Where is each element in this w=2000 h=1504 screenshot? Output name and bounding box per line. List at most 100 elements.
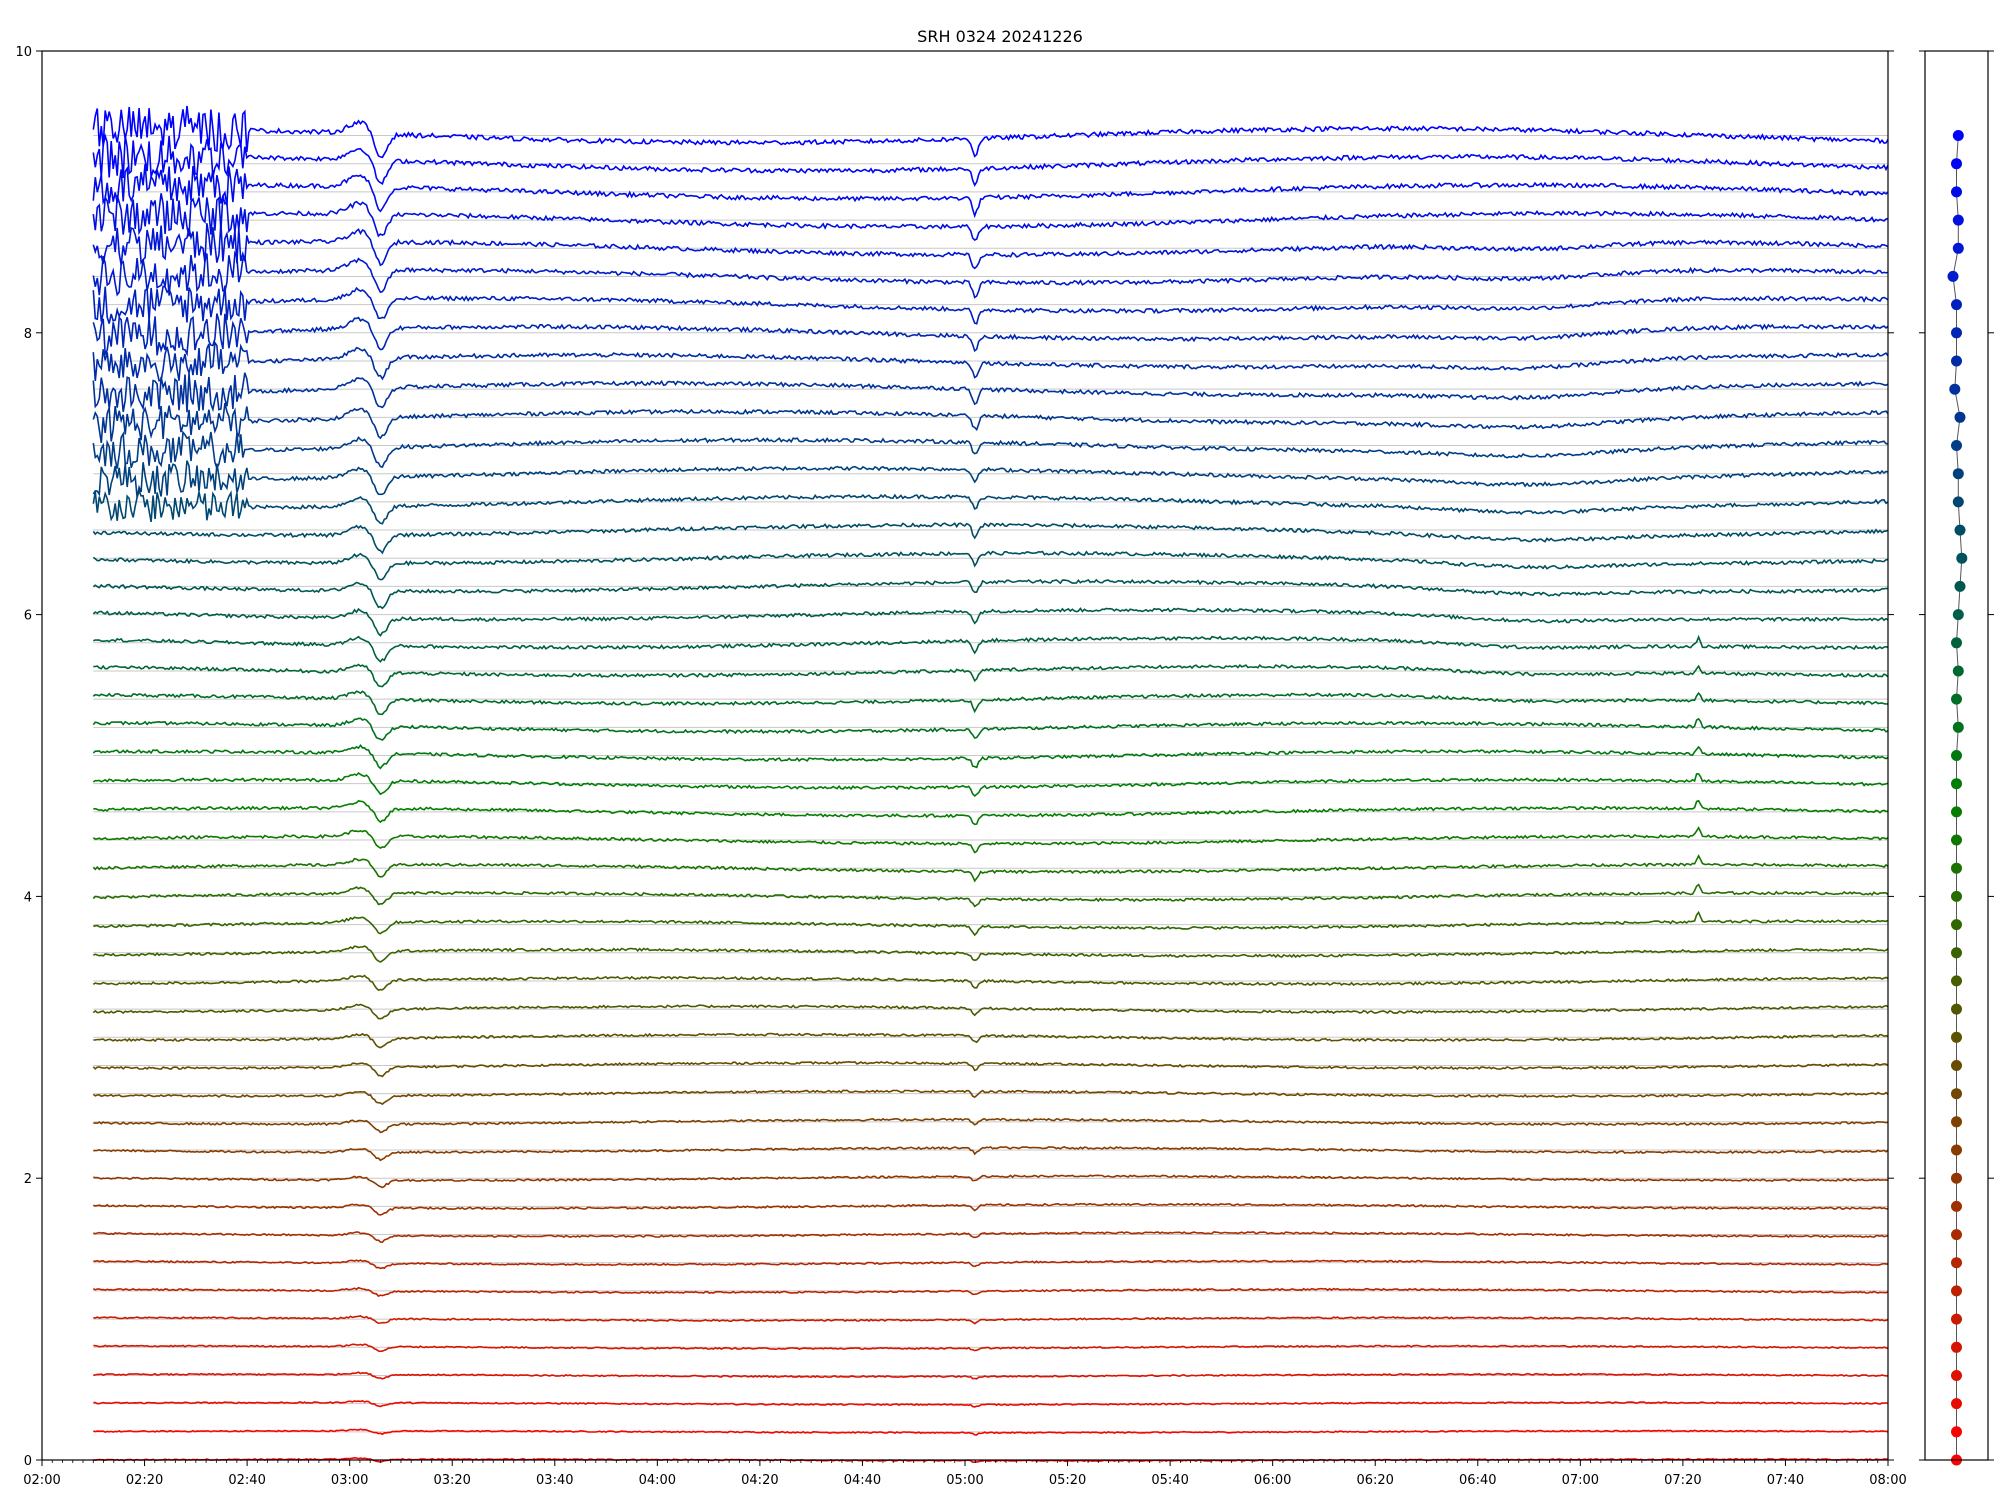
side-point <box>1951 806 1962 818</box>
side-point <box>1951 1060 1962 1071</box>
series-line <box>93 1371 1889 1380</box>
y-tick-label: 4 <box>24 890 32 905</box>
series-line <box>92 372 1889 413</box>
series-line <box>93 634 1889 663</box>
y-axis-ticks: 0 2 4 6 8 10 <box>15 45 42 1469</box>
side-point <box>1951 1285 1962 1297</box>
side-point <box>1954 524 1966 536</box>
y-tick-label: 6 <box>24 609 32 624</box>
side-point <box>1951 440 1962 451</box>
x-tick-label: 02:20 <box>126 1473 163 1488</box>
series-line <box>92 313 1889 357</box>
side-point <box>1949 383 1961 395</box>
x-tick-label: 05:00 <box>946 1473 983 1488</box>
series-traces <box>92 105 1889 1463</box>
side-point <box>1951 637 1962 649</box>
side-point <box>1951 778 1962 790</box>
side-point <box>1951 1257 1962 1269</box>
x-tick-label: 03:40 <box>536 1473 573 1488</box>
x-tick-label: 04:00 <box>639 1473 676 1488</box>
side-point <box>1951 975 1962 987</box>
series-line <box>92 250 1889 299</box>
series-line <box>92 340 1889 382</box>
y-tick-label: 0 <box>24 1454 32 1469</box>
side-point <box>1951 1229 1962 1241</box>
side-point <box>1951 834 1962 846</box>
series-line <box>92 771 1889 797</box>
series-line <box>92 1286 1889 1298</box>
x-tick-label: 06:20 <box>1356 1473 1393 1488</box>
series-line <box>93 799 1889 826</box>
side-point <box>1952 130 1964 141</box>
side-point <box>1952 468 1964 480</box>
series-line <box>92 522 1889 555</box>
side-panel-frame <box>1924 50 1989 1461</box>
series-line <box>93 1399 1888 1408</box>
y-tick-label: 8 <box>24 327 32 342</box>
series-line <box>93 1174 1889 1189</box>
series-line <box>92 285 1889 325</box>
side-point <box>1952 242 1964 254</box>
series-line <box>93 1145 1889 1162</box>
series-line <box>92 743 1889 770</box>
x-tick-label: 03:20 <box>433 1473 470 1488</box>
side-point <box>1951 327 1962 339</box>
series-line <box>92 193 1889 241</box>
side-point <box>1952 665 1964 677</box>
series-line <box>92 883 1889 908</box>
series-line <box>92 854 1889 883</box>
side-point <box>1951 1003 1962 1015</box>
side-point <box>1951 1172 1962 1184</box>
series-line <box>92 1060 1889 1078</box>
x-tick-label: 02:40 <box>228 1473 265 1488</box>
side-point <box>1951 158 1962 170</box>
series-line <box>92 488 1889 525</box>
series-line <box>93 1032 1889 1049</box>
x-tick-label: 07:00 <box>1562 1473 1599 1488</box>
series-line <box>92 945 1889 963</box>
series-line <box>93 1428 1889 1436</box>
series-line <box>93 663 1889 688</box>
x-tick-label: 02:00 <box>23 1473 60 1488</box>
side-point <box>1951 1088 1962 1100</box>
side-point <box>1951 750 1962 761</box>
x-tick-label: 07:40 <box>1767 1473 1804 1488</box>
y-tick-label: 2 <box>24 1172 32 1187</box>
side-point <box>1951 186 1962 198</box>
side-point <box>1952 496 1964 508</box>
side-panel <box>1888 50 1994 1466</box>
x-tick-label: 08:00 <box>1869 1473 1906 1488</box>
side-point <box>1951 1200 1962 1212</box>
side-point <box>1951 1398 1962 1410</box>
series-line <box>93 1231 1889 1244</box>
series-line <box>93 1315 1889 1325</box>
series-line <box>92 1089 1889 1106</box>
side-point <box>1951 1341 1962 1353</box>
x-tick-label: 04:20 <box>741 1473 778 1488</box>
side-point <box>1956 552 1968 564</box>
side-point <box>1951 1313 1962 1325</box>
side-point <box>1951 862 1962 874</box>
side-point <box>1951 1426 1962 1438</box>
series-line <box>93 1343 1889 1353</box>
series-line <box>92 826 1889 854</box>
side-point <box>1951 1116 1962 1128</box>
series-line <box>92 163 1889 219</box>
side-point <box>1952 214 1964 226</box>
series-line <box>92 402 1889 444</box>
side-point <box>1951 299 1962 311</box>
x-tick-label: 05:40 <box>1151 1473 1188 1488</box>
series-line <box>92 550 1889 581</box>
side-point <box>1951 890 1962 902</box>
side-point <box>1952 721 1964 733</box>
x-tick-label: 05:20 <box>1049 1473 1086 1488</box>
series-line <box>93 1202 1889 1216</box>
side-point <box>1954 580 1966 592</box>
side-point <box>1951 693 1962 705</box>
series-line <box>92 974 1889 991</box>
x-tick-label: 06:40 <box>1459 1473 1496 1488</box>
series-line <box>92 690 1889 716</box>
side-point <box>1951 1031 1962 1043</box>
x-tick-label: 04:40 <box>844 1473 881 1488</box>
